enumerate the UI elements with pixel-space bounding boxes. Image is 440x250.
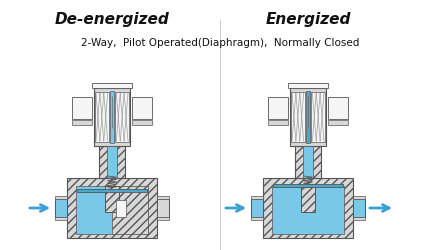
Bar [76, 186, 110, 234]
Text: De-energized: De-energized [55, 12, 169, 27]
Bar [114, 186, 148, 234]
Bar [303, 146, 313, 178]
Bar [94, 88, 130, 146]
Bar [328, 120, 348, 125]
Bar [55, 199, 67, 217]
Bar [288, 83, 328, 88]
Bar [116, 200, 126, 217]
Bar [77, 189, 147, 192]
Bar [132, 97, 152, 119]
Bar [272, 186, 306, 234]
Bar [306, 91, 310, 143]
Bar [112, 186, 148, 234]
Text: Energized: Energized [265, 12, 351, 27]
Bar [107, 146, 117, 178]
Bar [105, 186, 119, 212]
Bar [115, 92, 129, 142]
Bar [263, 178, 353, 238]
Bar [72, 120, 92, 125]
Bar [99, 146, 125, 178]
Text: 2-Way,  Pilot Operated(Diaphragm),  Normally Closed: 2-Way, Pilot Operated(Diaphragm), Normal… [81, 38, 359, 48]
Bar [328, 97, 348, 119]
Bar [157, 217, 169, 220]
Bar [95, 92, 109, 142]
Bar [157, 199, 169, 217]
Bar [290, 88, 326, 146]
Bar [353, 217, 365, 220]
Bar [272, 186, 344, 234]
Bar [55, 217, 67, 220]
Bar [295, 146, 321, 178]
Bar [353, 196, 365, 199]
Bar [55, 196, 67, 199]
Bar [110, 91, 114, 143]
Bar [301, 186, 315, 212]
Bar [72, 97, 92, 119]
Bar [251, 196, 263, 199]
Bar [251, 217, 263, 220]
Bar [273, 184, 343, 187]
Bar [353, 199, 365, 217]
Bar [157, 196, 169, 199]
Bar [312, 92, 325, 142]
Bar [310, 186, 344, 234]
Bar [76, 186, 148, 234]
Bar [291, 92, 304, 142]
Bar [268, 97, 288, 119]
Bar [251, 199, 263, 217]
Bar [268, 120, 288, 125]
Bar [132, 120, 152, 125]
Bar [92, 83, 132, 88]
Bar [67, 178, 157, 238]
